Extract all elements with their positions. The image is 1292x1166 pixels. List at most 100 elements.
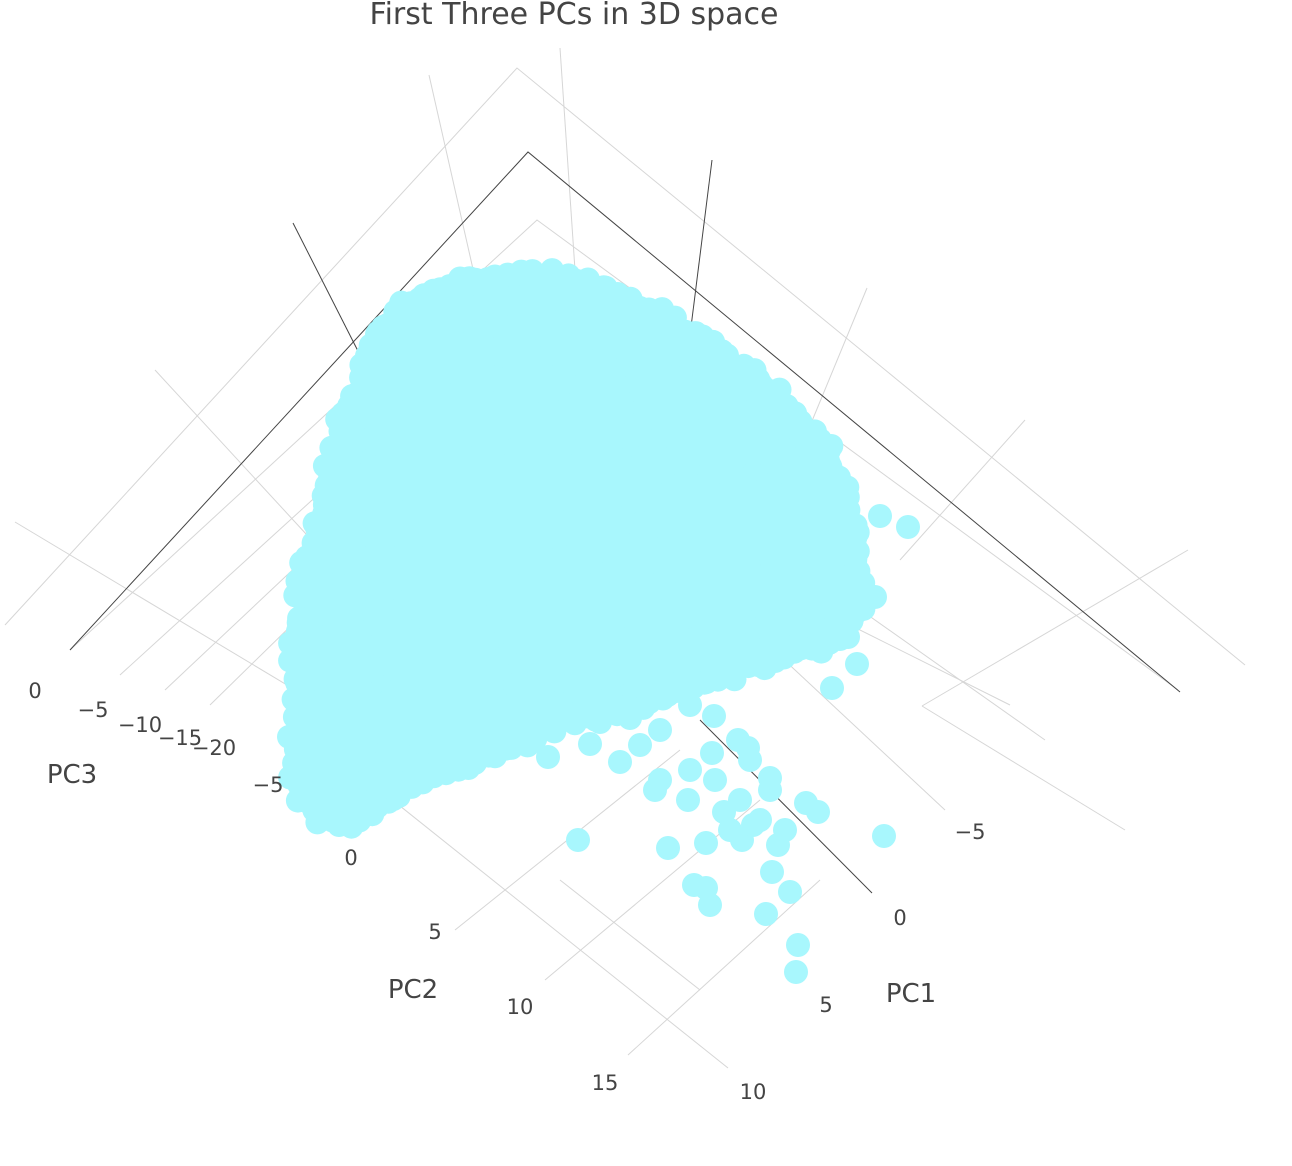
pc2-tick-label: −5 [253, 773, 284, 797]
gridline [379, 789, 729, 1069]
pc3-axis-label: PC3 [47, 760, 97, 790]
gridline [559, 879, 701, 991]
pc1-tick-label: 0 [893, 906, 906, 930]
data-point [283, 667, 308, 691]
data-point [773, 818, 797, 842]
data-point [836, 625, 860, 649]
data-point [608, 750, 632, 774]
data-point [656, 836, 680, 860]
data-point [806, 800, 830, 824]
data-point [760, 860, 784, 884]
axis-edge [292, 222, 361, 356]
pc1-axis-label: PC1 [886, 979, 936, 1009]
gridline [428, 74, 481, 301]
data-point [784, 960, 808, 984]
data-point [483, 744, 507, 769]
data-point [576, 267, 600, 292]
data-point [289, 550, 314, 575]
pc2-tick-label: 10 [507, 995, 534, 1019]
data-point [678, 758, 702, 782]
pc3-tick-label: −15 [158, 726, 202, 750]
data-point [682, 873, 706, 897]
data-point [783, 401, 808, 426]
pc1-axis-line [699, 719, 873, 894]
pc2-tick-label: 15 [592, 1071, 619, 1095]
data-point [748, 372, 773, 397]
data-point [650, 686, 675, 711]
data-point [618, 706, 642, 730]
data-point [301, 531, 326, 555]
data-point [702, 704, 726, 728]
data-point [694, 831, 718, 855]
gridline [899, 419, 1026, 561]
data-point [845, 539, 870, 564]
data-point [278, 648, 303, 673]
gridline [627, 879, 821, 1056]
data-point [782, 639, 807, 664]
gridline [14, 521, 313, 701]
data-point [845, 652, 869, 676]
data-point [312, 453, 337, 478]
pc2-tick-label: 5 [428, 920, 441, 944]
gridline [559, 47, 576, 271]
gridline [921, 549, 1189, 707]
data-point [700, 741, 724, 765]
data-point [277, 724, 301, 749]
data-point [758, 778, 782, 802]
data-point [562, 711, 587, 736]
data-point [786, 933, 810, 957]
data-point [896, 515, 920, 539]
data-point [738, 748, 762, 772]
data-point [809, 639, 834, 664]
data-point [566, 828, 590, 852]
chart-title: First Three PCs in 3D space [370, 0, 779, 32]
gridline [154, 369, 331, 561]
back-wall-grid-outer [4, 67, 1246, 666]
data-point [676, 788, 700, 812]
data-point [285, 569, 310, 594]
data-point [863, 585, 887, 609]
data-point [536, 745, 560, 769]
data-point [712, 800, 736, 824]
pc3-tick-label: −20 [192, 736, 236, 760]
data-point [542, 719, 567, 744]
data-point [346, 380, 371, 405]
data-point [778, 880, 802, 904]
data-point [618, 286, 643, 311]
data-point [306, 511, 331, 536]
data-point [726, 728, 750, 752]
pc1-tick-label: 5 [819, 993, 832, 1017]
data-point [868, 504, 892, 528]
data-point [643, 778, 667, 802]
points-layer [277, 258, 920, 984]
pc2-tick-label: 0 [344, 846, 357, 870]
gridline [921, 705, 1126, 831]
pc3-tick-label: −5 [78, 698, 109, 722]
data-point [281, 687, 306, 712]
data-point [463, 267, 488, 292]
axes-layer [69, 151, 1181, 894]
pc3-tick-label: 0 [28, 679, 41, 703]
data-point [678, 693, 702, 717]
data-point [819, 434, 844, 458]
back-wall-grid-inner [69, 219, 1179, 691]
data-point [872, 824, 896, 848]
data-point [648, 718, 672, 742]
pc3-tick-label: −10 [118, 713, 162, 737]
data-point [578, 732, 602, 756]
data-point [843, 513, 868, 538]
data-point [741, 813, 765, 837]
data-point [820, 676, 844, 700]
data-point [287, 606, 312, 631]
data-point [628, 733, 652, 757]
data-point [278, 631, 303, 656]
axis-edge [689, 159, 713, 336]
data-point [282, 705, 307, 729]
pc1-tick-label: 10 [740, 1080, 767, 1104]
data-point [520, 259, 545, 284]
data-point [662, 305, 687, 330]
axis-frame [69, 151, 1181, 693]
data-point [588, 710, 612, 734]
